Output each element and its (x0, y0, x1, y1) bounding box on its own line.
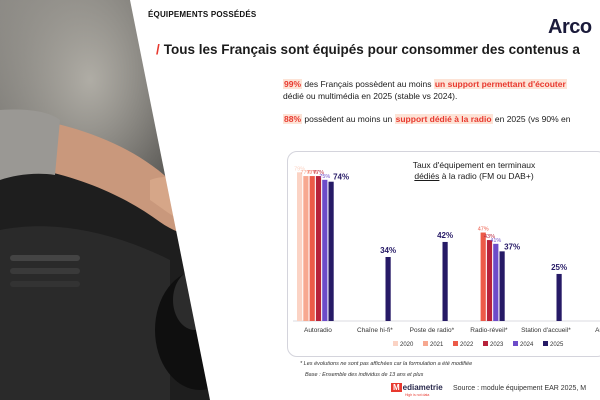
source-text: Source : module équipement EAR 2025, M (453, 385, 587, 392)
bar-2025-3 (499, 251, 505, 321)
data-label-2020-0: 79% (294, 166, 305, 172)
data-label-2021-0: 77% (300, 170, 311, 176)
legend-label-2025: 2025 (550, 342, 564, 348)
data-label-2025-4: 25% (551, 263, 567, 272)
data-label-2025-2: 42% (437, 231, 453, 240)
footnote-base: Base : Ensemble des individus de 13 ans … (305, 372, 424, 378)
data-label-2023-3: 43% (484, 234, 495, 240)
chart-card (287, 151, 600, 357)
legend-label-2022: 2022 (460, 342, 474, 348)
category-label-5: Autre (595, 327, 600, 334)
bar-2021-0 (303, 176, 309, 321)
stat-listening-support: 99% des Français possèdent au moins un s… (283, 79, 567, 101)
car-interior-photo (0, 0, 300, 400)
mediametrie-tagline: High is not data (405, 393, 430, 397)
data-label-2025-1: 34% (380, 246, 396, 255)
legend-swatch-2024 (513, 341, 518, 346)
data-label-2024-3: 41% (490, 238, 501, 244)
bar-2025-1 (385, 257, 391, 321)
footnote-evolution: * Les évolutions ne sont pas affichées c… (300, 361, 473, 367)
legend-label-2020: 2020 (400, 342, 414, 348)
bar-2025-4 (556, 273, 562, 321)
bar-2025-2 (442, 241, 448, 321)
legend-swatch-2022 (453, 341, 458, 346)
data-label-2025-0: 74% (333, 173, 349, 182)
legend-label-2021: 2021 (430, 342, 444, 348)
chart-title: Taux d'équipement en terminaux dédiés à … (412, 160, 536, 181)
bar-2023-3 (486, 240, 493, 321)
legend-swatch-2021 (423, 341, 428, 346)
legend-label-2023: 2023 (490, 342, 504, 348)
category-label-4: Station d'accueil* (521, 327, 571, 334)
legend-swatch-2020 (393, 341, 398, 346)
category-label-2: Poste de radio* (410, 327, 455, 334)
category-label-0: Autoradio (304, 327, 332, 334)
bar-2022-3 (480, 232, 486, 321)
data-label-2025-3: 37% (504, 242, 520, 251)
bar-2025-0 (328, 181, 334, 321)
bar-2022-0 (309, 176, 315, 321)
bar-2023-0 (315, 176, 322, 321)
legend-swatch-2025 (543, 341, 548, 346)
bar-2024-0 (322, 179, 328, 321)
headline: / Tous les Français sont équipés pour con… (156, 42, 580, 57)
bar-2024-3 (493, 243, 499, 321)
arcom-logo: Arco (548, 16, 592, 38)
bar-2020-0 (297, 172, 303, 321)
category-label-3: Radio-réveil* (470, 327, 508, 334)
category-label-1: Chaîne hi-fi* (357, 327, 393, 334)
data-label-2022-3: 47% (478, 227, 489, 233)
legend-label-2024: 2024 (520, 342, 534, 348)
data-label-2022-0: 77% (307, 170, 318, 176)
data-label-2023-0: 77% (313, 170, 324, 176)
section-label: ÉQUIPEMENTS POSSÉDÉS (148, 10, 257, 19)
legend-swatch-2023 (483, 341, 488, 346)
data-label-2024-0: 75% (319, 174, 330, 180)
stat-radio-support: 88% possèdent au moins un support dédié … (283, 114, 571, 124)
